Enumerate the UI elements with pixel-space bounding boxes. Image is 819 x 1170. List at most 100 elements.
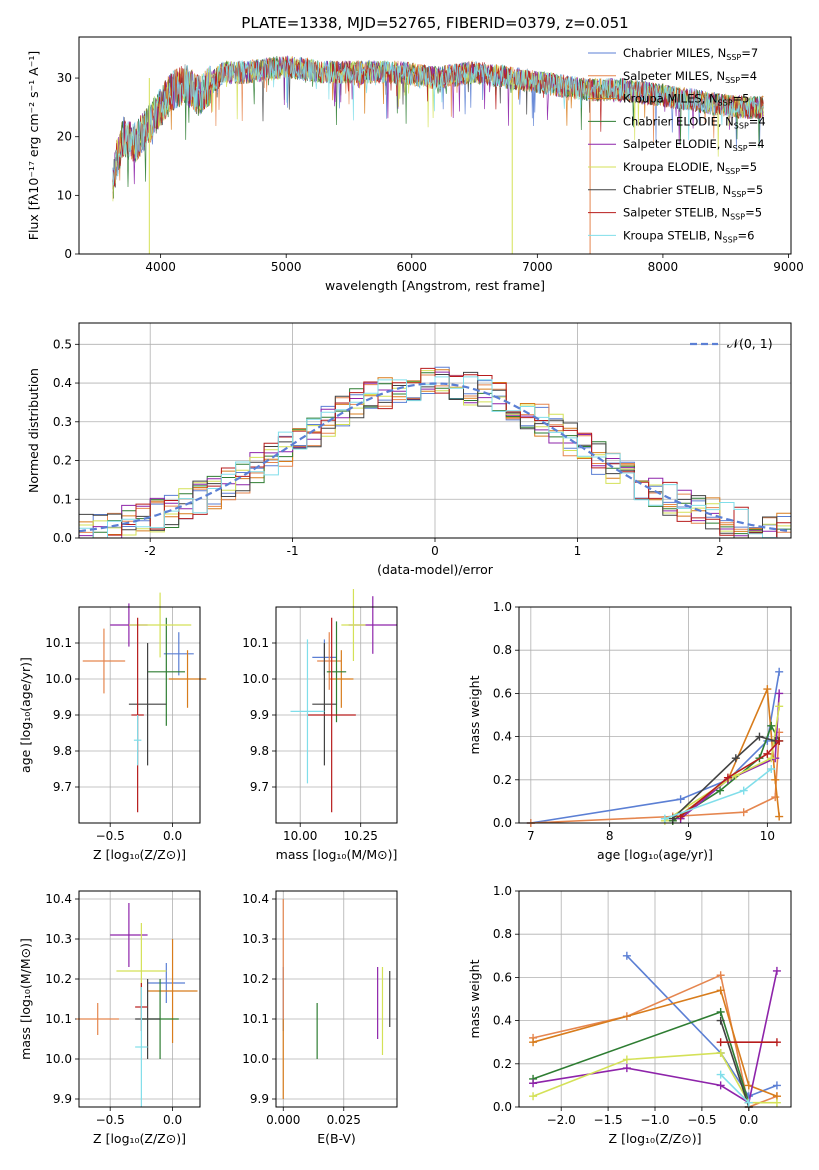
y-tick-label: 20 [57,130,72,144]
x-tick-label: −1.5 [594,1113,623,1127]
y-tick-label: 0.0 [493,1100,512,1114]
y-tick-label: 0.4 [53,376,72,390]
weight-marker [529,1079,538,1088]
x-axis-label: mass [log₁₀(M/M⊙)] [276,847,398,862]
weight-marker [622,951,631,960]
y-tick-label: 10.1 [45,1012,72,1026]
y-tick-label: 0.1 [53,492,72,506]
weight-marker [716,1070,725,1079]
axes-frame [78,322,792,539]
weight-marker [660,814,669,823]
weight-marker [622,1055,631,1064]
weight-marker [772,1038,781,1047]
y-tick-label: 10.0 [242,1052,269,1066]
y-tick-label: 10.2 [242,972,269,986]
y-axis-label: age [log₁₀(age/yr)] [18,657,33,773]
axes-frame [78,606,201,824]
x-tick-label: 1 [574,544,582,558]
y-tick-label: 0.0 [53,531,72,545]
weight-marker [775,812,784,821]
weight-marker [723,773,732,782]
y-tick-label: 10.1 [242,636,269,650]
histogram-step-8 [79,376,791,538]
y-tick-label: 10.0 [45,1052,72,1066]
y-tick-label: 0.4 [493,1014,512,1028]
x-axis-label: E(B-V) [317,1131,356,1146]
y-axis-label: mass [log₁₀(M/M⊙)] [18,938,33,1060]
axes-frame [78,890,201,1108]
x-tick-label: 2 [716,544,724,558]
weight-series-6 [719,1020,750,1108]
x-tick-label: 0.0 [163,829,182,843]
weight-marker [771,775,780,784]
weight-marker [767,754,776,763]
x-tick-label: 0.0 [163,1113,182,1127]
x-tick-label: −0.5 [96,1113,125,1127]
weight-series-4 [680,693,780,820]
y-tick-label: 9.8 [53,744,72,758]
y-tick-label: 10.3 [242,932,269,946]
y-tick-label: 0.2 [493,773,512,787]
y-tick-label: 9.9 [250,1092,269,1106]
x-axis-label: Z [log₁₀(Z/Z⊙)] [93,1131,186,1146]
x-tick-label: 0 [431,544,439,558]
weight-marker [716,1049,725,1057]
weight-series-6 [672,735,776,820]
weight-marker [772,1081,781,1090]
x-tick-label: 10 [760,829,775,843]
x-axis-label: wavelength [Angstrom, rest frame] [325,278,545,293]
axes-frame [518,890,792,1108]
weight-vs-age-panel: 7 8 9 10 0.0 0.2 0.4 0.6 0.8 1.0 age [log₁₀(age/yr… [467,600,792,862]
weight-marker [775,667,784,676]
legend-entry: Chabrier STELIB, NSSP=5 [623,183,763,199]
x-tick-label: −0.5 [687,1113,716,1127]
legend-entry: Kroupa MILES, NSSP=5 [623,92,749,108]
x-tick-label: −0.5 [96,829,125,843]
x-axis-label: Z [log₁₀(Z/Z⊙)] [93,847,186,862]
y-tick-label: 9.9 [250,708,269,722]
y-tick-label: 10.0 [242,672,269,686]
weight-marker [716,1081,725,1090]
legend-entry: 𝒩(0, 1) [727,336,773,351]
weight-marker [716,1038,725,1047]
weight-marker [767,721,776,730]
legend-entry: Kroupa STELIB, NSSP=6 [623,228,754,244]
axes-frame [275,606,398,824]
y-tick-label: 0.0 [493,816,512,830]
legend-entry: Chabrier ELODIE, NSSP=4 [623,114,766,130]
weight-marker [739,786,748,795]
weight-marker [775,736,784,745]
x-tick-label: 9 [685,829,693,843]
weight-marker [772,966,781,975]
weight-marker [731,754,740,763]
weight-marker [529,1038,538,1047]
y-tick-label: 10.1 [45,636,72,650]
x-tick-label: 10.25 [344,829,378,843]
y-tick-label: 1.0 [493,884,512,898]
y-tick-label: 10.2 [45,972,72,986]
x-tick-label: 5000 [271,260,302,274]
y-tick-label: 30 [57,71,72,85]
weight-marker [716,986,725,995]
x-tick-label: 6000 [396,260,427,274]
legend-entry: Salpeter STELIB, NSSP=5 [623,206,762,222]
y-tick-label: 9.7 [250,780,269,794]
y-tick-label: 10.3 [45,932,72,946]
y-axis-label: Normed distribution [26,368,41,493]
y-axis-label: mass weight [467,959,482,1038]
residual-histogram-panel: -2 -1 0 1 2 0.0 0.1 0.2 0.3 0.4 0.5 (data-model)/er… [26,322,792,577]
weight-vs-metallicity-panel: −2.0 −1.5 −1.0 −0.5 0.0 0.0 0.2 0.4 0.6 0.8 1.0 Z [… [467,884,792,1146]
figure-title: PLATE=1338, MJD=52765, FIBERID=0379, z=0… [241,14,628,32]
legend-entry: Salpeter MILES, NSSP=4 [623,69,757,85]
weight-series-2 [532,989,778,1097]
x-tick-label: 7000 [522,260,553,274]
y-tick-label: 0.6 [493,686,512,700]
x-tick-label: 9000 [773,260,804,274]
x-tick-label: 4000 [145,260,176,274]
weight-series-8 [720,1074,750,1104]
y-tick-label: 10.4 [242,892,269,906]
x-axis-label: Z [log₁₀(Z/Z⊙)] [609,1131,702,1146]
weight-marker [716,971,725,980]
x-tick-label: 8 [606,829,614,843]
